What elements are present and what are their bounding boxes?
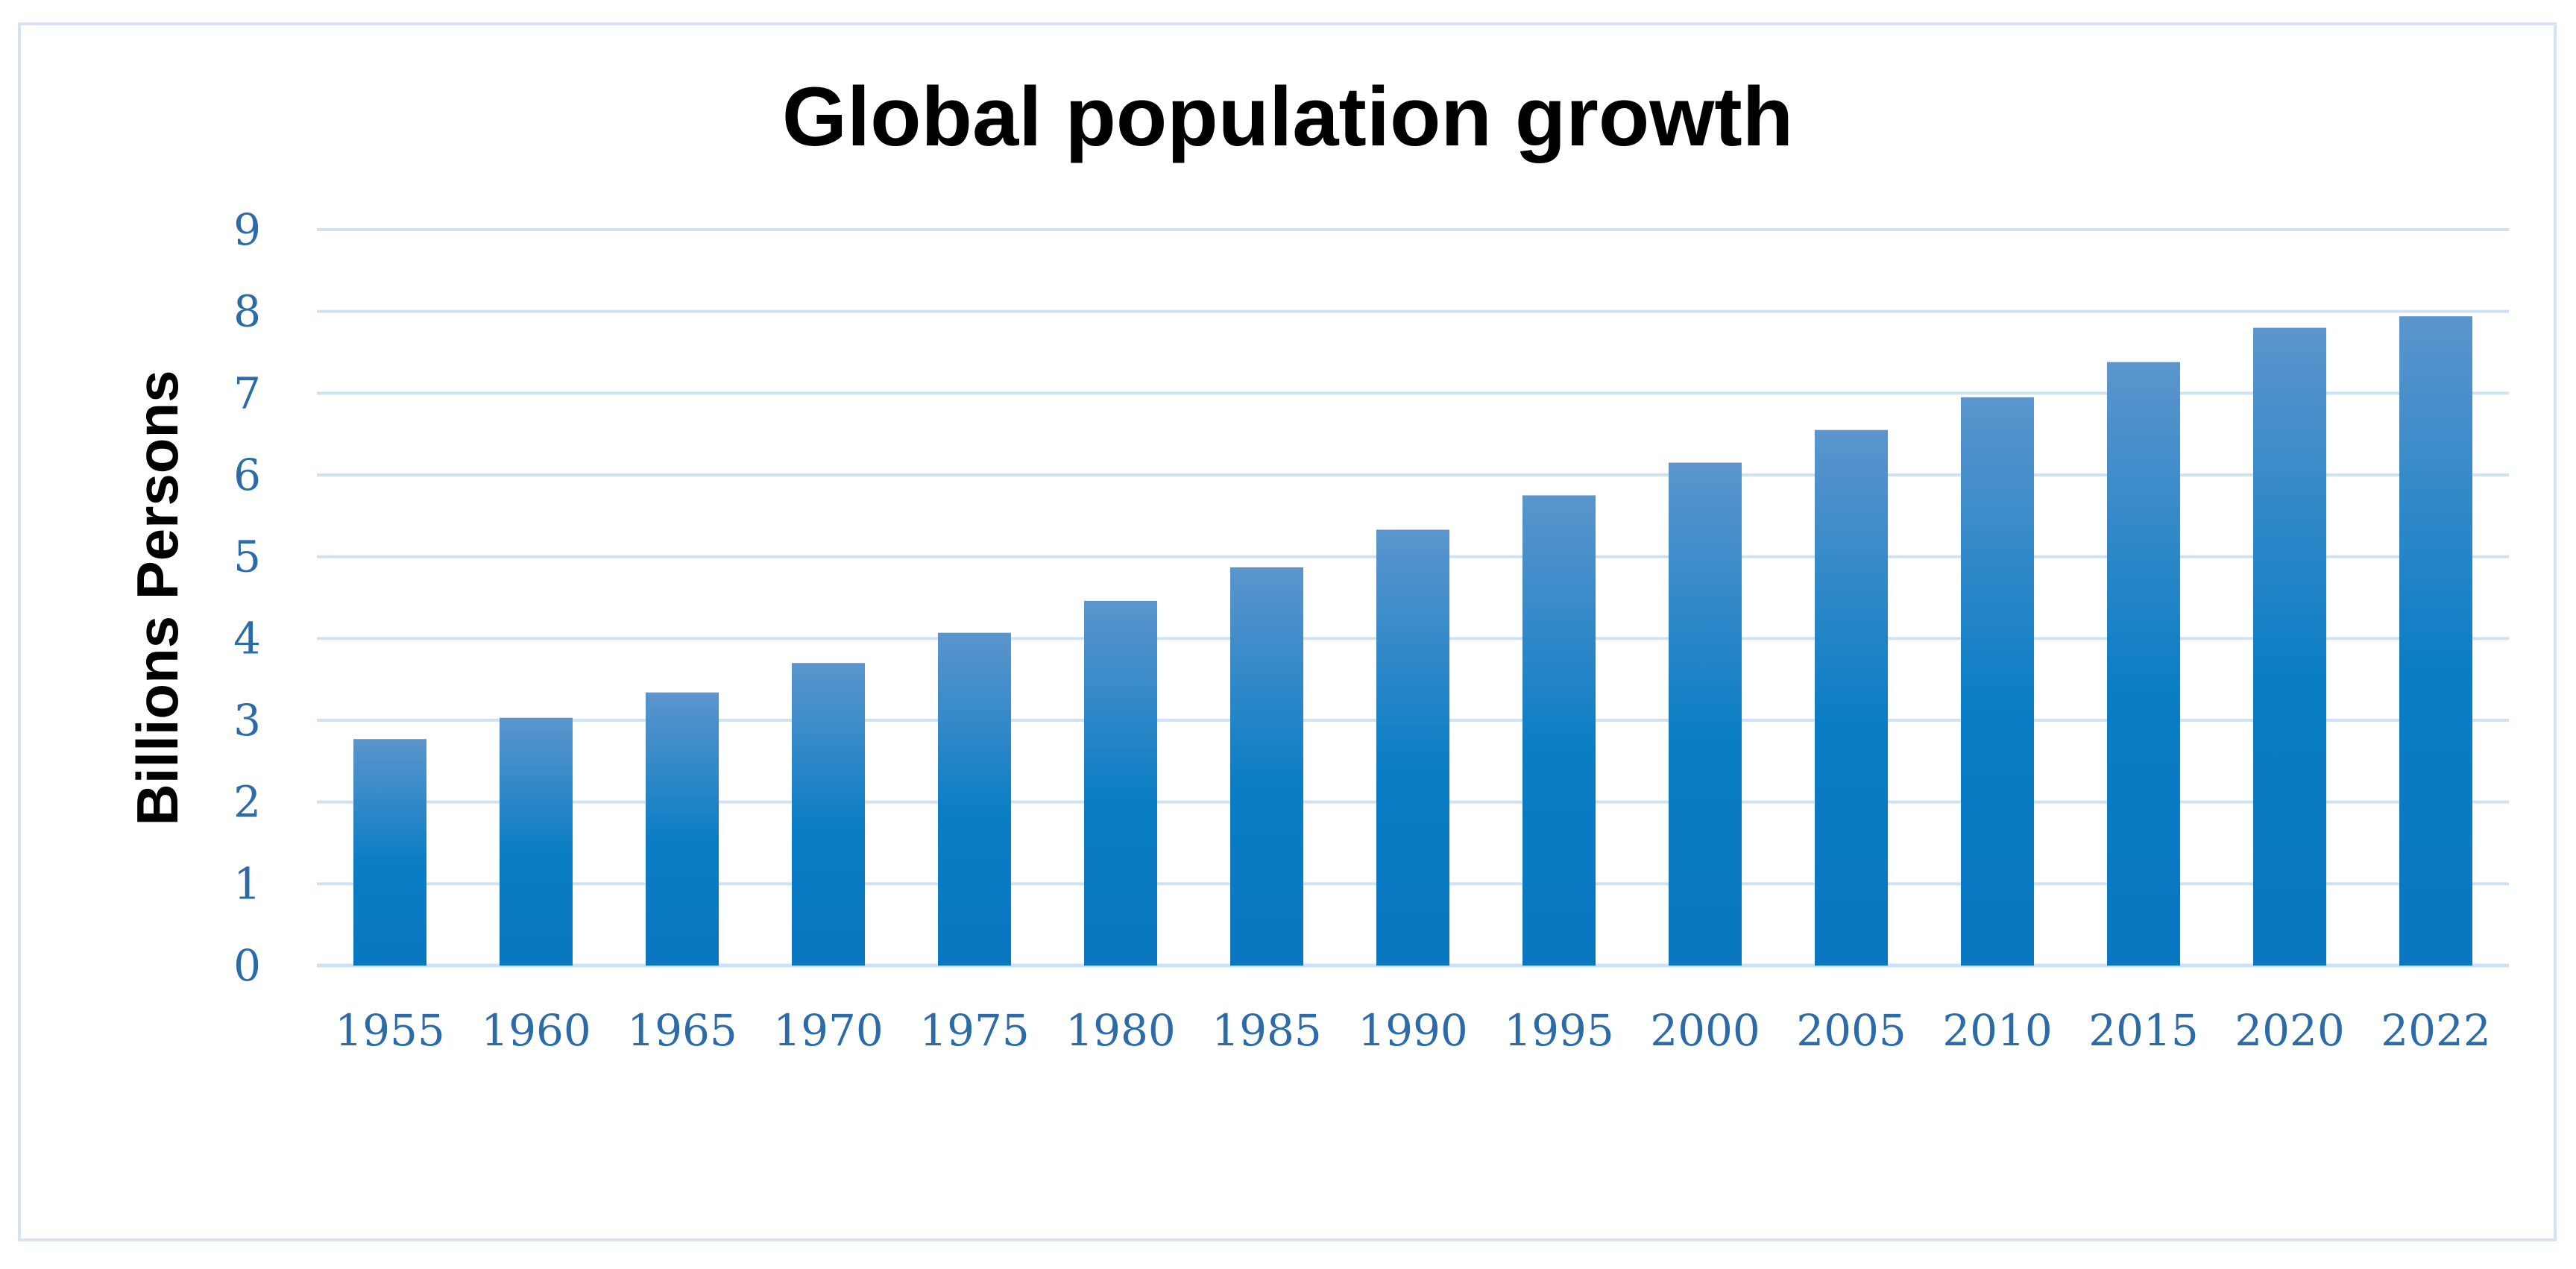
x-tick-label: 1980 [1065, 1005, 1176, 1056]
bar-2005 [1815, 429, 1888, 966]
y-tick-label: 9 [233, 204, 261, 255]
x-tick-label: 2020 [2235, 1005, 2345, 1056]
y-tick-label: 2 [233, 777, 261, 828]
bar-2000 [1669, 462, 1742, 966]
chart-title: Global population growth [782, 70, 1793, 163]
x-tick-label: 2022 [2381, 1005, 2491, 1056]
bar-2020 [2253, 327, 2326, 966]
bar-1990 [1376, 529, 1449, 966]
x-axis-ticks: 1955 1960 1965 1970 1975 1980 1985 1990 1995 2000… [335, 1005, 2491, 1056]
bar-1965 [646, 692, 719, 966]
y-tick-label: 1 [233, 858, 261, 909]
x-tick-label: 2010 [1942, 1005, 2053, 1056]
x-tick-label: 1990 [1358, 1005, 1468, 1056]
bar-2015 [2107, 362, 2180, 966]
y-axis-ticks: 0 1 2 3 4 5 6 7 8 9 [233, 204, 261, 991]
y-tick-label: 6 [233, 450, 261, 500]
bar-1975 [938, 632, 1011, 966]
x-tick-label: 2005 [1796, 1005, 1906, 1056]
bar-2022 [2399, 316, 2472, 966]
x-tick-label: 1975 [919, 1005, 1030, 1056]
x-tick-label: 1970 [773, 1005, 884, 1056]
y-tick-label: 7 [233, 368, 261, 418]
x-tick-label: 1965 [627, 1005, 737, 1056]
y-axis-label: Billions Persons [125, 370, 190, 825]
bar-1980 [1084, 600, 1157, 966]
x-tick-label: 1985 [1212, 1005, 1322, 1056]
x-tick-label: 2000 [1650, 1005, 1760, 1056]
y-tick-label: 4 [233, 613, 261, 664]
bars [353, 316, 2472, 966]
y-tick-label: 5 [233, 532, 261, 582]
x-tick-label: 1960 [481, 1005, 591, 1056]
bar-1985 [1230, 567, 1303, 966]
x-tick-label: 1955 [335, 1005, 445, 1056]
y-tick-label: 0 [233, 940, 261, 991]
bar-1955 [353, 739, 426, 966]
bar-1995 [1522, 495, 1596, 966]
bar-1960 [500, 717, 573, 966]
x-tick-label: 2015 [2088, 1005, 2199, 1056]
bar-2010 [1961, 397, 2034, 966]
y-tick-label: 8 [233, 286, 261, 337]
y-tick-label: 3 [233, 695, 261, 746]
bar-1970 [792, 663, 865, 966]
x-tick-label: 1995 [1504, 1005, 1614, 1056]
